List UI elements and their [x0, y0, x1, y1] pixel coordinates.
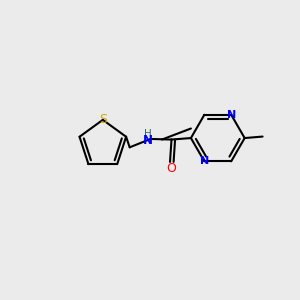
Text: H: H — [144, 129, 152, 139]
Text: O: O — [166, 162, 176, 175]
Text: N: N — [226, 110, 236, 120]
Text: S: S — [99, 113, 107, 126]
Text: N: N — [142, 134, 153, 147]
Text: N: N — [200, 156, 209, 166]
